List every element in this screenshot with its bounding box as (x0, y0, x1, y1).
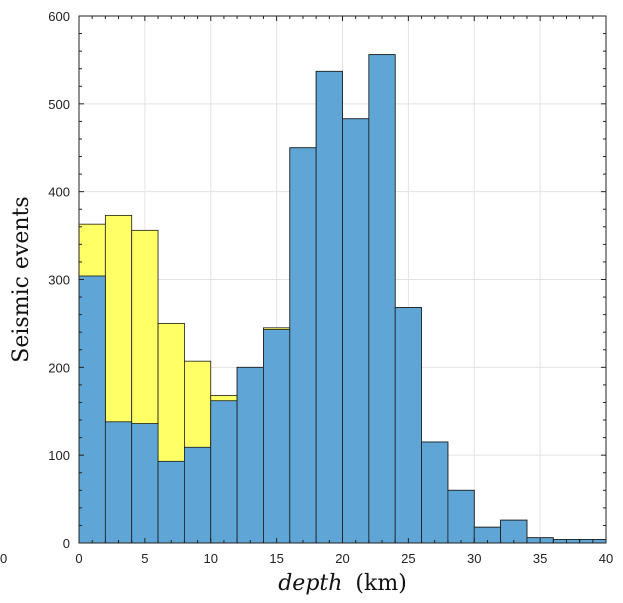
y-tick-labels: 0 100 200 300 400 500 600 (48, 9, 70, 551)
bar-series2-bin-5 (210, 400, 238, 544)
bar-series2-bin-7 (263, 329, 291, 544)
x-tick-label-25: 25 (401, 551, 415, 566)
x-tick-label-35: 35 (533, 551, 547, 566)
axis-ticks (78, 15, 607, 544)
x-tick-label-20: 20 (335, 551, 349, 566)
y-axis-label: Seismic events (9, 196, 34, 362)
x-axis-label-variable: depth (278, 571, 342, 596)
x-tick-label-40: 40 (599, 551, 613, 566)
bar-series2-bin-2 (131, 423, 159, 544)
bar-series2-bin-8 (289, 147, 317, 544)
y-tick-label-100: 100 (48, 448, 70, 463)
blue-series-bars (78, 54, 607, 544)
y-tick-label-600: 600 (48, 9, 70, 24)
x-axis-label: depth (km) (278, 571, 407, 596)
bar-series2-bin-3 (157, 460, 185, 544)
x-tick-label-30: 30 (467, 551, 481, 566)
bar-series2-bin-4 (183, 446, 212, 544)
bar-series2-bin-0 (78, 275, 106, 544)
x-tick-label-15: 15 (269, 551, 283, 566)
bar-series2-bin-11 (368, 54, 396, 544)
bar-series2-bin-16 (500, 519, 528, 544)
stray-tick-label: 0 (0, 551, 7, 566)
y-tick-label-300: 300 (48, 273, 70, 288)
x-tick-label-5: 5 (141, 551, 148, 566)
x-axis-label-unit: (km) (355, 571, 406, 596)
y-tick-label-500: 500 (48, 97, 70, 112)
bar-series2-bin-14 (447, 489, 475, 544)
bar-series2-bin-9 (315, 70, 343, 544)
x-tick-label-10: 10 (204, 551, 218, 566)
y-tick-label-400: 400 (48, 185, 70, 200)
y-tick-label-0: 0 (63, 536, 70, 551)
x-tick-labels: 0 5 10 15 20 25 30 35 40 (75, 551, 613, 566)
bar-series2-bin-12 (394, 307, 422, 544)
bar-series2-bin-6 (236, 366, 264, 544)
bar-series2-bin-10 (342, 118, 370, 544)
bar-series2-bin-1 (104, 421, 133, 544)
bar-series2-bin-13 (421, 441, 449, 544)
y-tick-label-200: 200 (48, 360, 70, 375)
x-tick-label-0: 0 (75, 551, 82, 566)
